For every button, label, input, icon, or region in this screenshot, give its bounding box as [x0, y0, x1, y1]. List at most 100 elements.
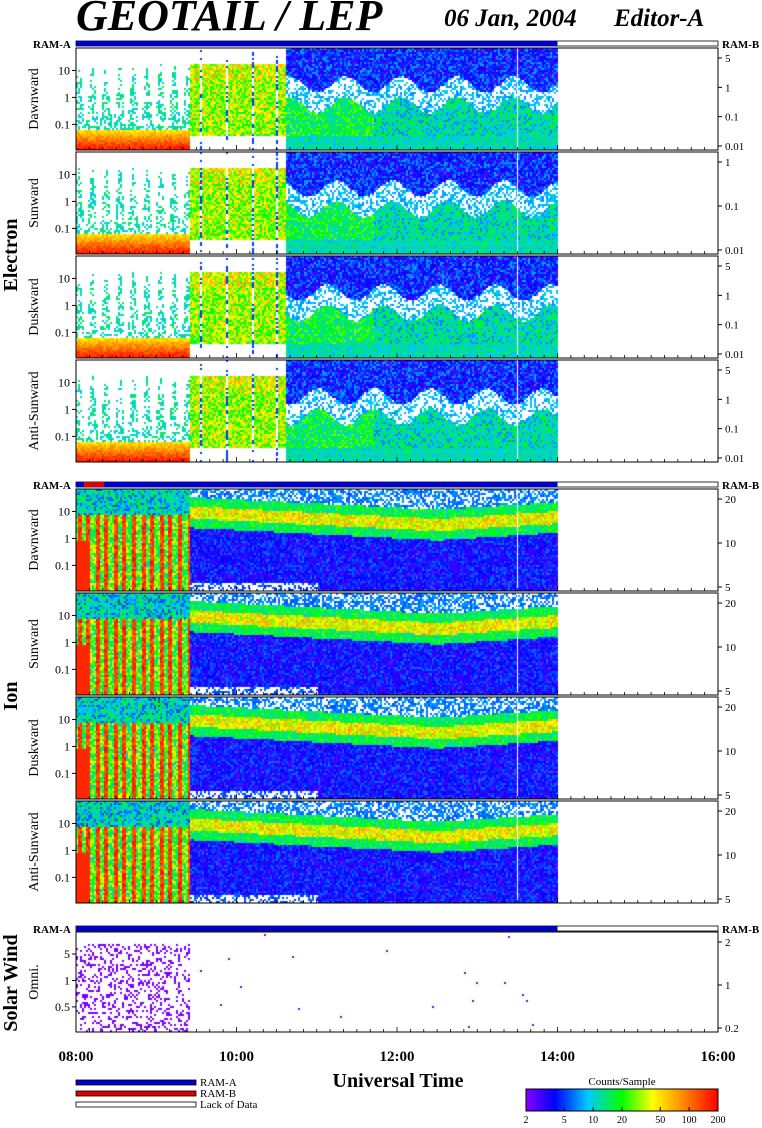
- group-label: Electron: [0, 219, 22, 292]
- panel-label: Sunward: [27, 178, 42, 228]
- x-axis-label: Universal Time: [333, 1070, 464, 1092]
- y-tick-label: 10: [58, 271, 70, 285]
- heatmap-image: [76, 256, 718, 358]
- panel-sunward: Sunward 10 1 0.1 20 10 5: [27, 592, 737, 698]
- y-tick-label: 0.1: [55, 766, 70, 780]
- colorbar-tick-label: 200: [711, 1115, 726, 1126]
- ram-bar-segment: [84, 482, 105, 487]
- y-tick-label: 0.5: [55, 1000, 70, 1014]
- y-tick-label: 1: [64, 90, 70, 104]
- heatmap-image: [76, 489, 718, 591]
- legend-label: RAM-A: [200, 1077, 237, 1089]
- panel-label: Anti-Sunward: [27, 371, 42, 450]
- colorbar-tick-label: 100: [682, 1115, 697, 1126]
- right-tick-label: 10: [725, 538, 737, 550]
- right-tick-label: 1: [725, 290, 731, 302]
- y-tick-label: 1: [64, 635, 70, 649]
- ram-bar-segment: [76, 482, 85, 487]
- group-label: Ion: [0, 682, 22, 711]
- panel-omni-: Omni. 5 1 0.5 2 1 0.2: [27, 931, 739, 1035]
- x-tick-label: 16:00: [701, 1049, 736, 1065]
- ram-right-label: RAM-B: [722, 480, 760, 492]
- ram-bar-segment: [104, 482, 558, 487]
- heatmap-image: [76, 48, 718, 150]
- y-tick-label: 0.1: [55, 558, 70, 572]
- colorbar-tick-label: 20: [617, 1115, 627, 1126]
- panel-label: Sunward: [27, 619, 42, 669]
- y-tick-label: 0.1: [55, 117, 70, 131]
- right-tick-label: 5: [725, 582, 731, 594]
- panel-label: Dawnward: [27, 68, 42, 129]
- right-tick-label: 1: [725, 394, 731, 406]
- panel-duskward: Duskward 10 1 0.1 20 10 5: [27, 696, 737, 802]
- colorbar-tick-label: 5: [562, 1115, 567, 1126]
- y-tick-label: 1: [64, 402, 70, 416]
- right-tick-label: 20: [725, 702, 737, 714]
- right-tick-label: 1: [725, 82, 731, 94]
- plot-editor: Editor-A: [613, 5, 704, 32]
- right-tick-label: 10: [725, 746, 737, 758]
- right-tick-label: 0.01: [725, 453, 744, 465]
- legend-swatch: [75, 1090, 197, 1097]
- right-tick-label: 0.1: [725, 424, 739, 436]
- y-tick-label: 5: [64, 947, 70, 961]
- ram-bar-segment: [76, 41, 558, 46]
- group-label: Solar Wind: [0, 934, 22, 1031]
- heatmap-image: [76, 932, 718, 1032]
- right-tick-label: 5: [725, 686, 731, 698]
- y-tick-label: 0.1: [55, 221, 70, 235]
- panel-sunward: Sunward 10 1 0.1 1 0.1 0.01: [27, 151, 744, 257]
- x-tick-label: 12:00: [380, 1049, 415, 1065]
- y-tick-label: 10: [58, 712, 70, 726]
- right-tick-label: 10: [725, 850, 737, 862]
- panel-label: Duskward: [27, 719, 42, 777]
- right-tick-label: 20: [725, 598, 737, 610]
- x-axis: 08:00 10:00 12:00 14:00 16:00: [59, 1049, 736, 1065]
- legend-label: Lack of Data: [200, 1099, 258, 1111]
- ram-right-label: RAM-B: [722, 39, 760, 51]
- group-ion: RAM-A RAM-B Ion Dawnward 10 1 0.1 20 10 5 Sunward 1…: [0, 480, 760, 906]
- x-tick-label: 08:00: [59, 1049, 94, 1065]
- panel-anti-sunward: Anti-Sunward 10 1 0.1 5 1 0.1 0.01: [27, 359, 744, 465]
- y-tick-label: 0.1: [55, 870, 70, 884]
- heatmap-image: [76, 801, 718, 903]
- panel-label: Dawnward: [27, 509, 42, 570]
- ram-right-label: RAM-B: [722, 924, 760, 936]
- panel-anti-sunward: Anti-Sunward 10 1 0.1 20 10 5: [27, 800, 737, 906]
- heatmap-image: [76, 697, 718, 799]
- legend-swatch: [75, 1079, 197, 1086]
- y-tick-label: 10: [58, 816, 70, 830]
- right-tick-label: 5: [725, 365, 731, 377]
- plot-title: GEOTAIL / LEP: [76, 0, 384, 40]
- panel-duskward: Duskward 10 1 0.1 5 1 0.1 0.01: [27, 255, 744, 361]
- x-tick-label: 10:00: [219, 1049, 254, 1065]
- right-tick-label: 0.01: [725, 141, 744, 153]
- right-tick-label: 0.1: [725, 320, 739, 332]
- right-tick-label: 0.2: [725, 1023, 739, 1035]
- right-tick-label: 20: [725, 494, 737, 506]
- right-tick-label: 5: [725, 790, 731, 802]
- panel-groups: RAM-A RAM-B Electron Dawnward 10 1 0.1 5 1 0.1 0.0…: [0, 39, 760, 1035]
- right-tick-label: 2: [725, 937, 731, 949]
- legend-label: RAM-B: [200, 1088, 236, 1100]
- right-tick-label: 20: [725, 806, 737, 818]
- right-tick-label: 0.01: [725, 349, 744, 361]
- y-tick-label: 1: [64, 843, 70, 857]
- heatmap-image: [76, 360, 718, 462]
- y-tick-label: 10: [58, 504, 70, 518]
- ram-bar-segment: [76, 926, 558, 931]
- y-tick-label: 1: [64, 298, 70, 312]
- y-tick-label: 10: [58, 375, 70, 389]
- right-tick-label: 0.1: [725, 201, 739, 213]
- y-tick-label: 1: [64, 194, 70, 208]
- heatmap-image: [76, 593, 718, 695]
- colorbar-title: Counts/Sample: [588, 1076, 655, 1088]
- panel-label: Duskward: [27, 278, 42, 336]
- colorbar-tick-label: 50: [655, 1115, 665, 1126]
- plot-date: 06 Jan, 2004: [444, 5, 577, 32]
- y-tick-label: 0.1: [55, 662, 70, 676]
- panel-dawnward: Dawnward 10 1 0.1 5 1 0.1 0.01: [27, 47, 744, 153]
- y-tick-label: 0.1: [55, 325, 70, 339]
